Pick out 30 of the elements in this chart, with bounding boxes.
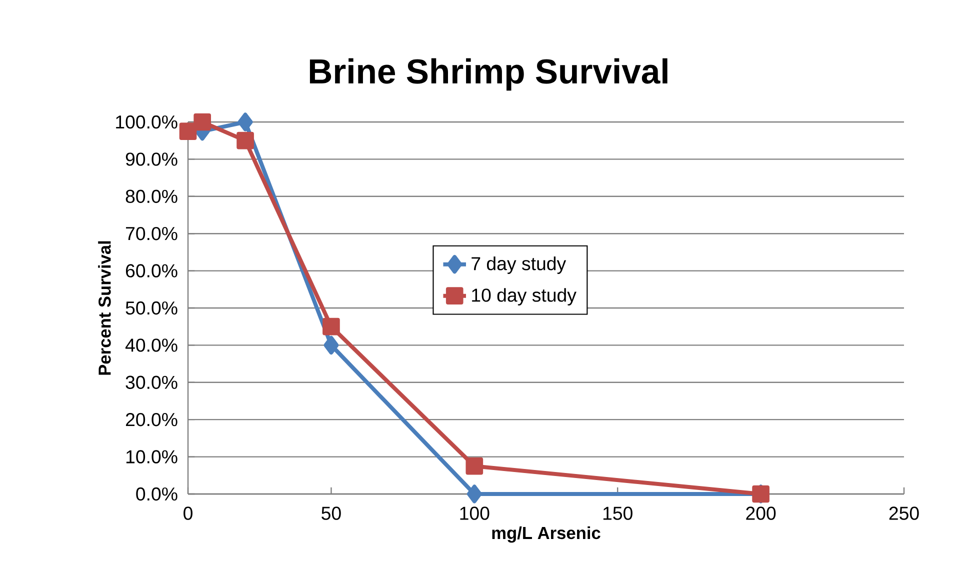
y-tick-label: 0.0% [136, 487, 178, 501]
y-tick-label: 20.0% [126, 412, 178, 426]
x-tick-label: 100 [460, 506, 490, 520]
chart-title: Brine Shrimp Survival [310, 58, 668, 91]
x-tick-label: 50 [322, 506, 341, 520]
x-tick-label: 250 [889, 506, 919, 520]
point [236, 132, 254, 150]
point [194, 113, 211, 131]
y-tick-label: 60.0% [126, 264, 178, 278]
y-tick-label: 40.0% [125, 338, 178, 352]
x-tick-label: 150 [603, 506, 632, 520]
legend-label: 10 day study [472, 288, 576, 306]
point [324, 336, 339, 355]
x-tick-label: 200 [746, 506, 776, 520]
y-axis-title: Percent Survival [98, 241, 111, 375]
x-tick-label: 0 [184, 506, 192, 520]
point [322, 318, 340, 336]
point [238, 112, 253, 132]
y-tick-label: 10.0% [126, 450, 178, 464]
x-axis-title: mg/L Arsenic [492, 526, 600, 543]
point [466, 457, 484, 475]
y-tick-label: 70.0% [126, 226, 178, 240]
y-tick-label: 30.0% [126, 376, 178, 389]
y-tick-label: 80.0% [126, 190, 178, 203]
y-tick-label: 90.0% [126, 152, 178, 166]
point [179, 122, 197, 140]
point [466, 484, 482, 504]
y-tick-label: 100.0% [116, 115, 178, 129]
y-tick-label: 50.0% [126, 301, 178, 315]
legend-label: 7 day study [472, 256, 566, 274]
